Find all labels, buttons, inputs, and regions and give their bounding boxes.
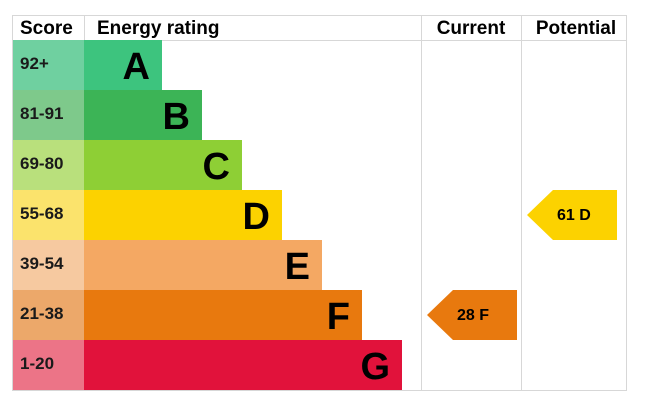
current-rating-label: 28 F <box>457 307 489 324</box>
band-letter-f: F <box>327 296 350 338</box>
current-arrow <box>427 290 517 340</box>
score-label-a: 92+ <box>20 54 49 73</box>
header-score: Score <box>20 18 73 39</box>
rating-band-a <box>84 40 162 90</box>
rating-bands: 92+ A 81-91 B 69-80 C 55-68 D 39-54 E 21-38 F 1-20 G <box>13 40 402 390</box>
score-cell-g <box>13 340 84 390</box>
rating-band-d <box>84 190 282 240</box>
rating-band-g <box>84 340 402 390</box>
band-letter-c: C <box>203 146 230 188</box>
header-potential: Potential <box>536 18 616 39</box>
band-letter-g: G <box>360 346 390 388</box>
rating-indicators: 28 F 61 D <box>427 190 617 340</box>
score-cell-d <box>13 190 84 240</box>
rating-band-f <box>84 290 362 340</box>
potential-rating-label: 61 D <box>557 207 591 224</box>
score-label-g: 1-20 <box>20 354 54 373</box>
band-letter-e: E <box>285 246 310 288</box>
score-cell-c <box>13 140 84 190</box>
rating-band-c <box>84 140 242 190</box>
rating-band-b <box>84 90 202 140</box>
rating-band-e <box>84 240 322 290</box>
score-cell-b <box>13 90 84 140</box>
band-letter-d: D <box>243 196 270 238</box>
score-cell-e <box>13 240 84 290</box>
score-cell-a <box>13 40 84 90</box>
band-letter-b: B <box>163 96 190 138</box>
band-letter-a: A <box>123 46 150 88</box>
potential-arrow <box>527 190 617 240</box>
score-label-b: 81-91 <box>20 104 63 123</box>
score-label-c: 69-80 <box>20 154 63 173</box>
score-label-f: 21-38 <box>20 304 63 323</box>
header-current: Current <box>437 18 506 39</box>
header-energy-rating: Energy rating <box>97 18 219 39</box>
score-label-e: 39-54 <box>20 254 64 273</box>
score-cell-f <box>13 290 84 340</box>
score-label-d: 55-68 <box>20 204 63 223</box>
